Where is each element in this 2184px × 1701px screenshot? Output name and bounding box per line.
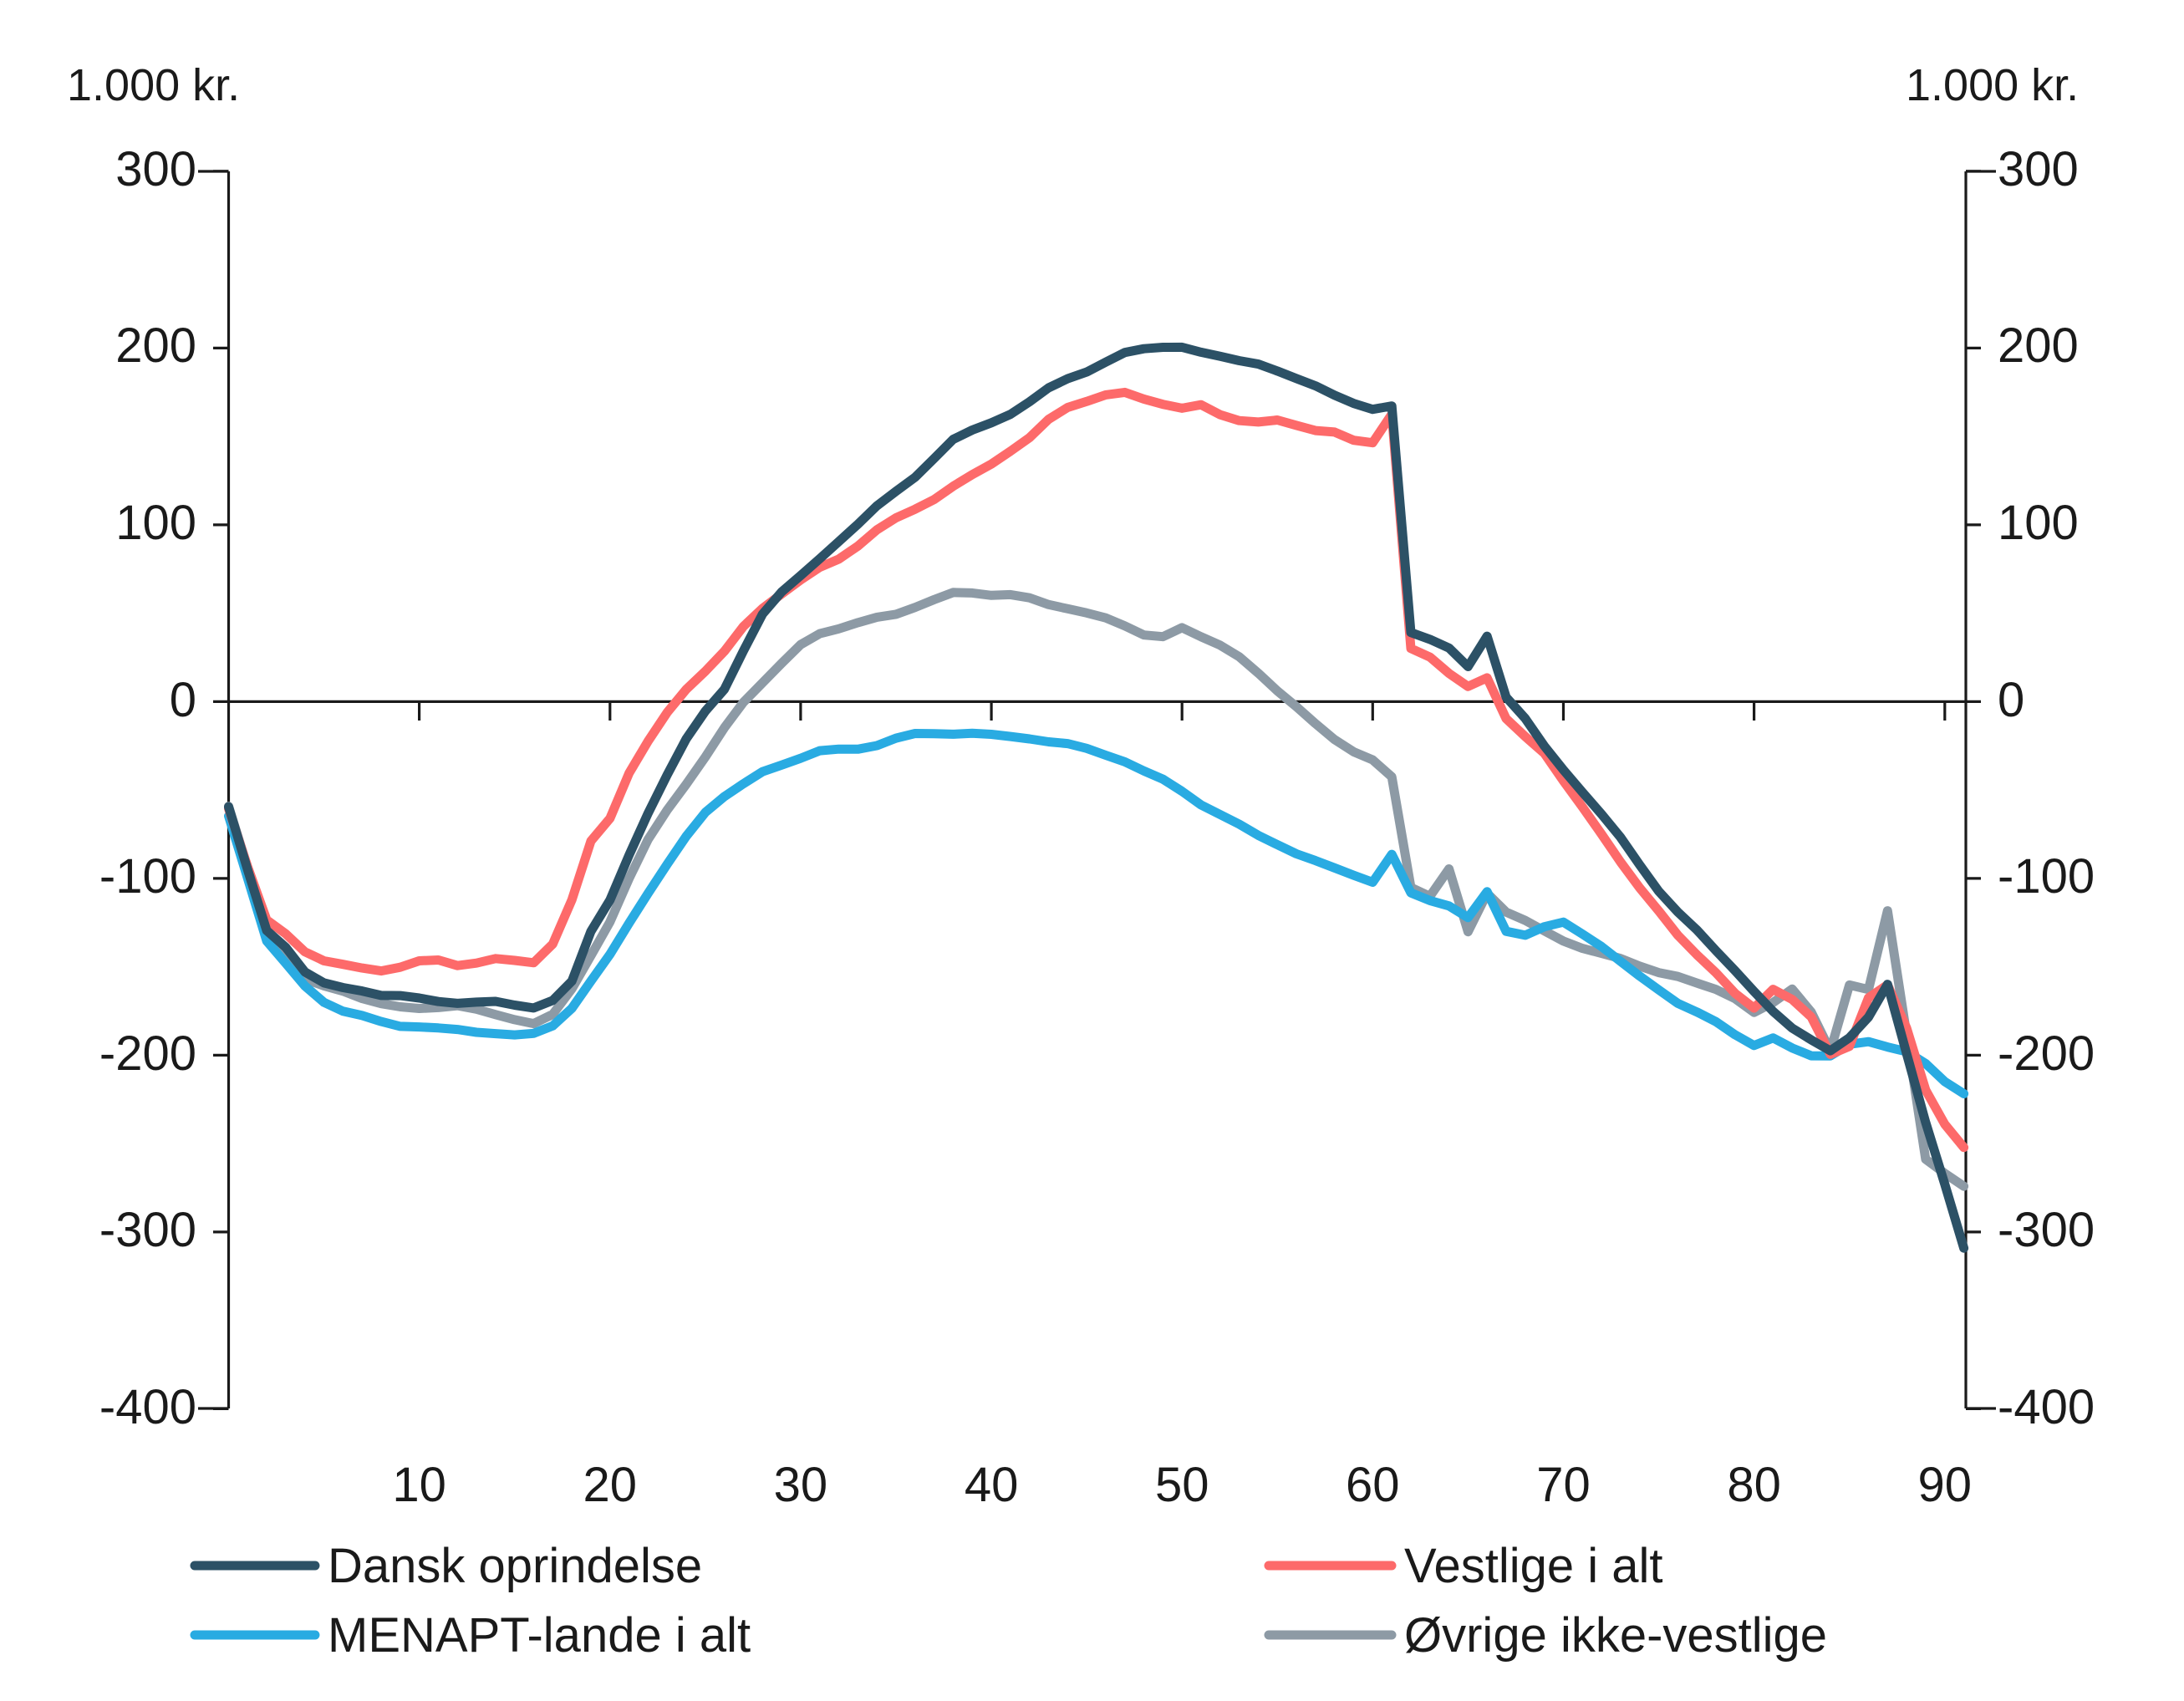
svg-text:0: 0	[1998, 673, 2024, 727]
svg-text:0: 0	[170, 673, 196, 727]
svg-text:MENAPT-lande i alt: MENAPT-lande i alt	[328, 1608, 751, 1663]
svg-text:-400: -400	[99, 1380, 196, 1434]
svg-text:Vestlige i alt: Vestlige i alt	[1404, 1539, 1663, 1593]
svg-text:-100: -100	[1998, 849, 2095, 904]
svg-text:10: 10	[392, 1458, 446, 1512]
svg-text:-400: -400	[1998, 1380, 2095, 1434]
svg-text:200: 200	[1998, 318, 2079, 373]
svg-text:90: 90	[1918, 1458, 1973, 1512]
svg-text:100: 100	[115, 496, 196, 550]
svg-text:-100: -100	[99, 849, 196, 904]
svg-text:60: 60	[1346, 1458, 1400, 1512]
svg-text:-300: -300	[99, 1203, 196, 1257]
svg-text:1.000 kr.: 1.000 kr.	[67, 60, 240, 110]
svg-text:20: 20	[583, 1458, 638, 1512]
svg-text:100: 100	[1998, 496, 2079, 550]
svg-text:300: 300	[115, 142, 196, 196]
svg-text:80: 80	[1727, 1458, 1781, 1512]
svg-text:1.000 kr.: 1.000 kr.	[1906, 60, 2079, 110]
svg-text:Øvrige ikke-vestlige: Øvrige ikke-vestlige	[1404, 1608, 1827, 1663]
svg-text:300: 300	[1998, 142, 2079, 196]
svg-text:-300: -300	[1998, 1203, 2095, 1257]
svg-text:-200: -200	[99, 1026, 196, 1081]
svg-text:-200: -200	[1998, 1026, 2095, 1081]
svg-text:40: 40	[965, 1458, 1019, 1512]
svg-text:70: 70	[1536, 1458, 1591, 1512]
svg-text:30: 30	[774, 1458, 828, 1512]
svg-text:50: 50	[1155, 1458, 1209, 1512]
svg-text:Dansk oprindelse: Dansk oprindelse	[328, 1539, 702, 1593]
svg-text:200: 200	[115, 318, 196, 373]
